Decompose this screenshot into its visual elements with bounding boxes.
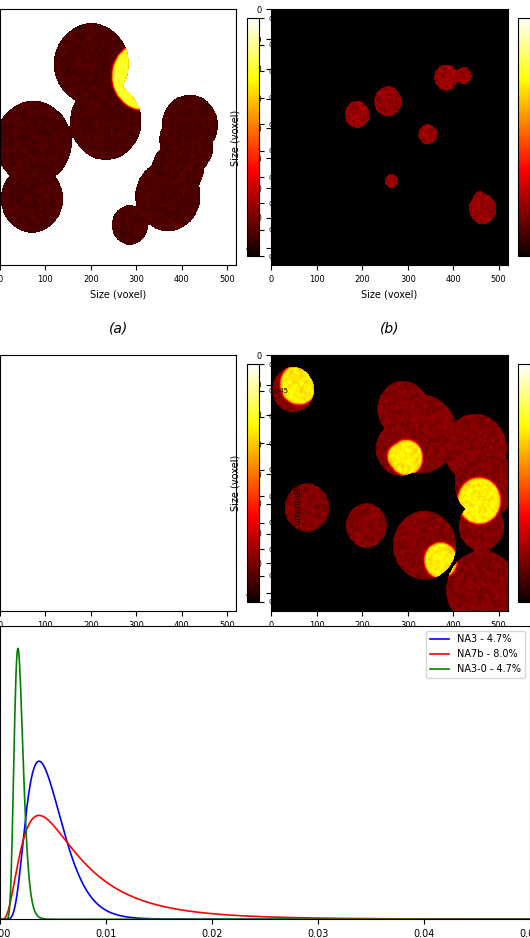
Text: (c): (c) [109,668,127,681]
NA3-0 - 4.7% [51,914,58,925]
NA3 - 4.7% [411,914,417,925]
NA7b - 8.0% [411,914,417,925]
NA7b - 8.0% [51,821,58,832]
X-axis label: Size (voxel): Size (voxel) [90,635,146,645]
Line: NA7b - 8.0%: NA7b - 8.0% [0,815,530,919]
X-axis label: Size (voxel): Size (voxel) [361,290,418,300]
NA3 - 4.7% [51,792,58,803]
NA7b - 8.0% [211,908,218,919]
NA3-0 - 4.7% [420,914,427,925]
NA3 - 4.7% [527,914,530,925]
Y-axis label: Current density (Am⁻¹): Current density (Am⁻¹) [294,435,303,531]
NA3-0 - 4.7% [15,643,21,654]
X-axis label: Size (voxel): Size (voxel) [90,290,146,300]
Y-axis label: Size (voxel): Size (voxel) [231,109,240,165]
NA3 - 4.7% [36,756,42,767]
NA3-0 - 4.7% [231,914,237,925]
Y-axis label: Size (voxel): Size (voxel) [231,455,240,511]
Legend: NA3 - 4.7%, NA7b - 8.0%, NA3-0 - 4.7%: NA3 - 4.7%, NA7b - 8.0%, NA3-0 - 4.7% [426,630,525,678]
NA7b - 8.0% [0,914,3,925]
Line: NA3 - 4.7%: NA3 - 4.7% [0,762,530,919]
Y-axis label: Current density (Am⁻¹): Current density (Am⁻¹) [294,89,303,186]
NA7b - 8.0% [527,914,530,925]
NA3-0 - 4.7% [411,914,417,925]
NA3-0 - 4.7% [527,914,530,925]
NA3-0 - 4.7% [361,914,368,925]
Text: (b): (b) [380,322,400,336]
NA3-0 - 4.7% [211,914,218,925]
NA7b - 8.0% [36,809,42,821]
NA7b - 8.0% [420,914,427,925]
NA3 - 4.7% [231,914,237,925]
NA3 - 4.7% [361,914,368,925]
NA3 - 4.7% [0,914,3,925]
Text: (d): (d) [380,668,400,681]
Text: (a): (a) [109,322,128,336]
NA3-0 - 4.7% [0,914,3,925]
Line: NA3-0 - 4.7%: NA3-0 - 4.7% [0,648,530,919]
NA3 - 4.7% [211,914,218,925]
NA7b - 8.0% [231,910,237,921]
X-axis label: Size (voxel): Size (voxel) [361,635,418,645]
NA3 - 4.7% [420,914,427,925]
NA7b - 8.0% [361,913,368,924]
